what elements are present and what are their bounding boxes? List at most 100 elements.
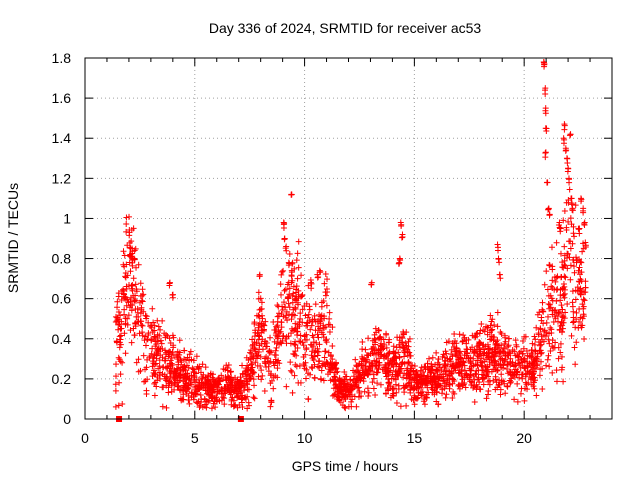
data-point (185, 385, 192, 392)
data-point (252, 359, 259, 366)
data-point (557, 297, 564, 304)
data-point (553, 274, 560, 281)
data-point (491, 322, 498, 329)
data-point (439, 390, 446, 397)
data-point (435, 367, 442, 374)
data-point (241, 387, 248, 394)
data-point (173, 373, 180, 380)
data-point (446, 381, 453, 388)
data-point (473, 331, 480, 338)
data-point (126, 213, 133, 220)
data-point (291, 351, 298, 358)
data-point (475, 367, 482, 374)
data-point (539, 385, 546, 392)
data-point (255, 322, 262, 329)
data-point (193, 353, 200, 360)
data-point (276, 360, 283, 367)
data-point (403, 375, 410, 382)
data-point (518, 385, 525, 392)
data-point (488, 327, 495, 334)
data-point (433, 388, 440, 395)
data-point (189, 365, 196, 372)
data-point (278, 271, 285, 278)
data-point (122, 269, 129, 276)
data-point (379, 342, 386, 349)
data-point (285, 293, 292, 300)
data-point (352, 383, 359, 390)
data-point (155, 365, 162, 372)
data-point (180, 396, 187, 403)
data-point (302, 351, 309, 358)
data-point (577, 314, 584, 321)
data-point (474, 361, 481, 368)
data-point (205, 380, 212, 387)
data-point (331, 373, 338, 380)
data-point (167, 365, 174, 372)
data-point (249, 341, 256, 348)
data-point (130, 275, 137, 282)
data-point (168, 360, 175, 367)
data-point (186, 357, 193, 364)
data-point (451, 330, 458, 337)
data-point (576, 264, 583, 271)
data-point (292, 338, 299, 345)
data-point (393, 399, 400, 406)
data-point (317, 268, 324, 275)
data-point (253, 351, 260, 358)
data-point (449, 380, 456, 387)
data-point (177, 387, 184, 394)
data-point (478, 355, 485, 362)
data-point (490, 353, 497, 360)
data-point (285, 262, 292, 269)
data-point (521, 397, 528, 404)
data-point (143, 387, 150, 394)
data-point (569, 240, 576, 247)
data-point (472, 333, 479, 340)
data-point (408, 396, 415, 403)
data-point (288, 330, 295, 337)
data-point (424, 364, 431, 371)
data-point (535, 331, 542, 338)
data-point (117, 371, 124, 378)
data-point (551, 286, 558, 293)
data-point (188, 377, 195, 384)
data-point (385, 350, 392, 357)
data-point (126, 281, 133, 288)
data-point (121, 306, 128, 313)
data-point (255, 336, 262, 343)
data-point (157, 326, 164, 333)
data-point (538, 317, 545, 324)
data-point (250, 394, 257, 401)
data-point (420, 398, 427, 405)
data-point (547, 347, 554, 354)
data-point (442, 394, 449, 401)
data-point (386, 360, 393, 367)
data-point (552, 278, 559, 285)
data-point (302, 336, 309, 343)
data-point (532, 357, 539, 364)
data-point (537, 342, 544, 349)
data-point (455, 382, 462, 389)
data-point (249, 370, 256, 377)
data-point (563, 147, 570, 154)
data-point (491, 357, 498, 364)
data-point (255, 373, 262, 380)
data-point (220, 366, 227, 373)
data-point (123, 214, 130, 221)
data-point (144, 356, 151, 363)
data-point (501, 332, 508, 339)
data-point (152, 379, 159, 386)
data-point (204, 390, 211, 397)
data-point (151, 322, 158, 329)
data-point (181, 347, 188, 354)
data-point (480, 381, 487, 388)
data-point (141, 378, 148, 385)
data-point (483, 369, 490, 376)
data-point (303, 375, 310, 382)
data-point (127, 327, 134, 334)
data-point (386, 349, 393, 356)
data-point (539, 299, 546, 306)
data-point (551, 313, 558, 320)
data-point (564, 159, 571, 166)
